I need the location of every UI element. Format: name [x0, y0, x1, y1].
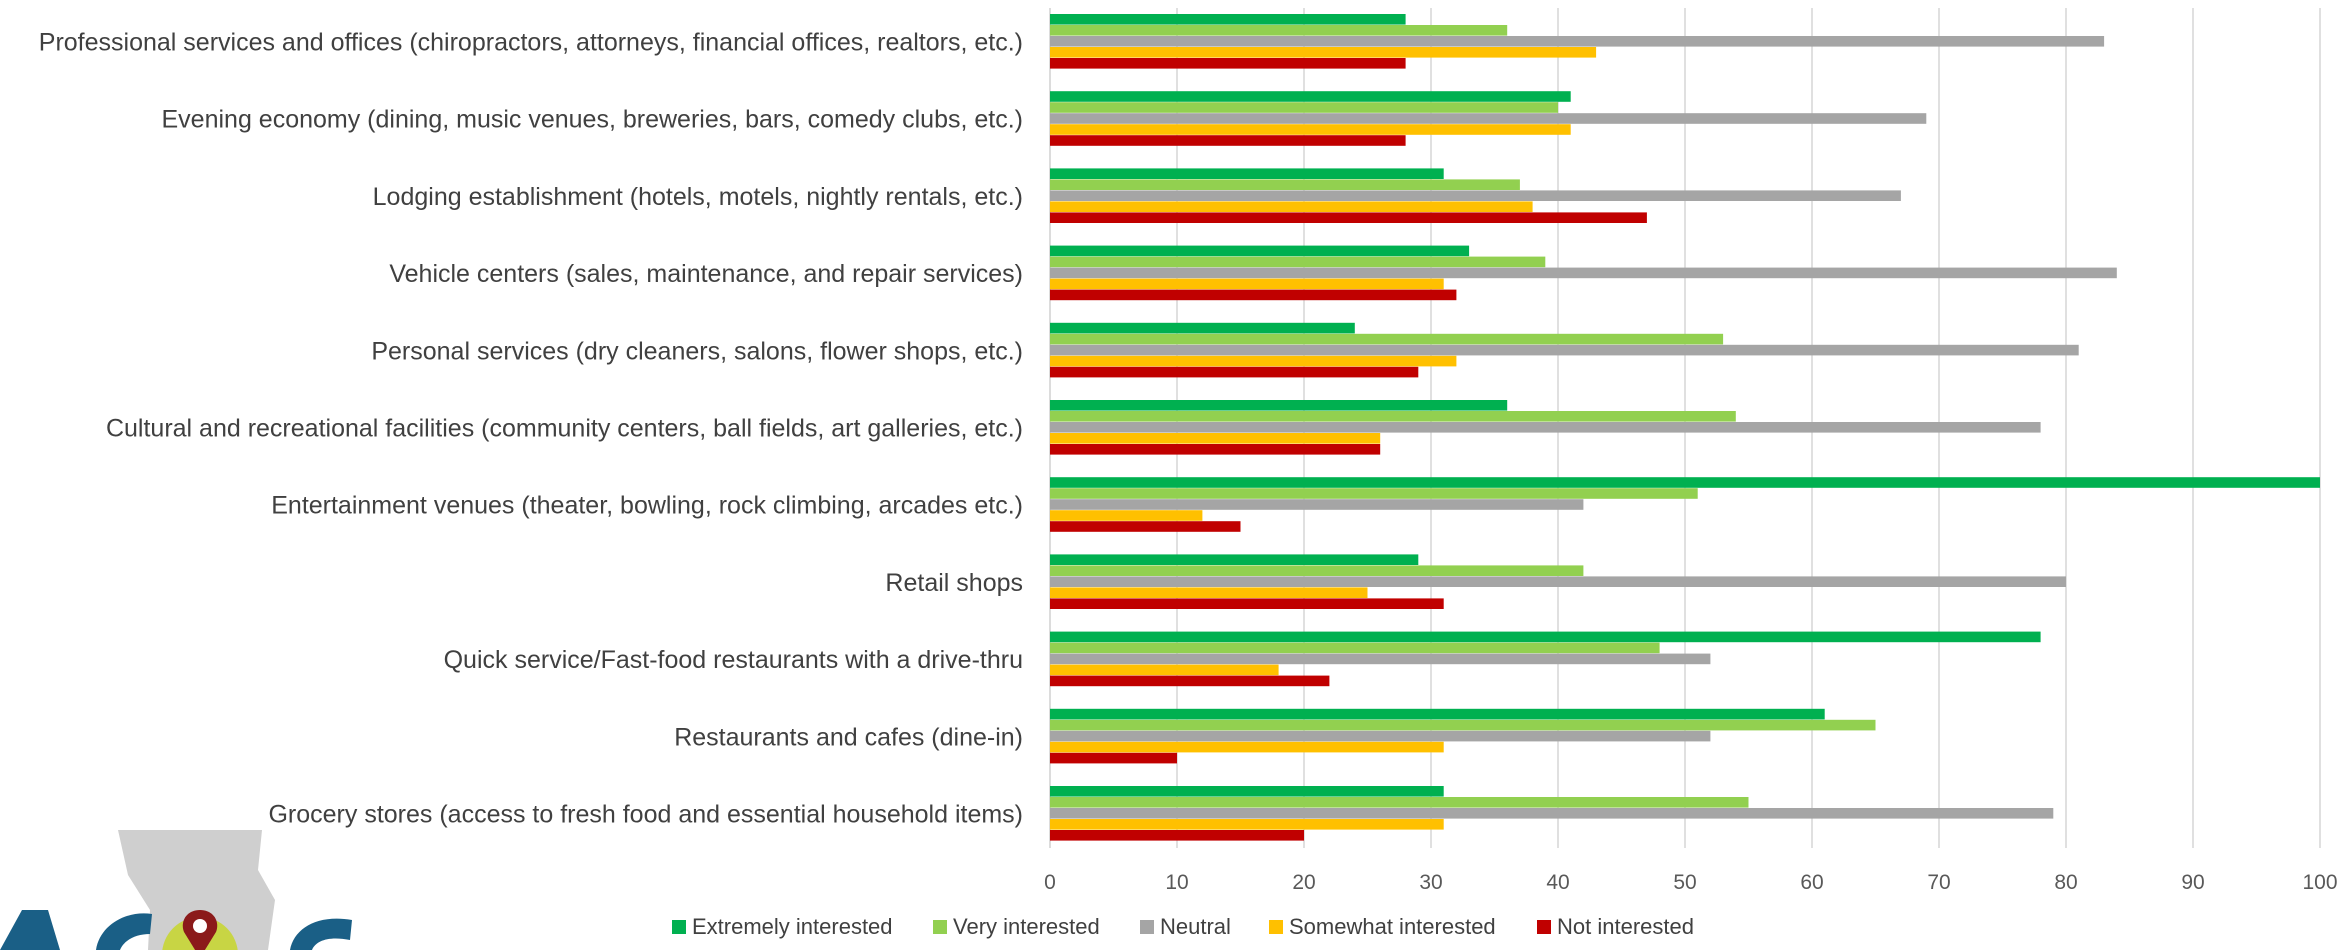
- bar-very-interested: [1050, 333, 1724, 345]
- category-label: Retail shops: [885, 569, 1023, 597]
- bar-not-interested: [1050, 135, 1406, 146]
- bar-neutral: [1050, 422, 2041, 433]
- legend-swatch: [1537, 920, 1551, 934]
- x-tick-label: 40: [1546, 871, 1569, 894]
- category-labels: Professional services and offices (chiro…: [39, 29, 1023, 829]
- bar-extremely-interested: [1050, 631, 2041, 643]
- legend-label: Very interested: [953, 914, 1100, 939]
- bar-extremely-interested: [1050, 554, 1419, 565]
- bar-not-interested: [1050, 58, 1406, 69]
- bar-somewhat-interested: [1050, 124, 1571, 135]
- bar-neutral: [1050, 267, 2117, 279]
- bar-very-interested: [1050, 102, 1558, 113]
- bar-not-interested: [1050, 289, 1457, 301]
- bar-extremely-interested: [1050, 245, 1470, 257]
- x-tick-label: 10: [1165, 871, 1188, 894]
- x-tick-label: 100: [2302, 871, 2337, 894]
- category-label: Vehicle centers (sales, maintenance, and…: [389, 260, 1023, 288]
- category-label: Personal services (dry cleaners, salons,…: [371, 337, 1023, 365]
- bar-neutral: [1050, 190, 1901, 201]
- bar-extremely-interested: [1050, 786, 1444, 797]
- bar-somewhat-interested: [1050, 741, 1444, 753]
- category-label: Lodging establishment (hotels, motels, n…: [373, 183, 1023, 211]
- bar-neutral: [1050, 113, 1927, 124]
- bar-extremely-interested: [1050, 14, 1406, 25]
- logo-letter-shape: [290, 918, 352, 950]
- legend-swatch: [1269, 920, 1283, 934]
- category-label: Restaurants and cafes (dine-in): [674, 723, 1023, 751]
- legend-label: Extremely interested: [692, 914, 893, 939]
- bar-not-interested: [1050, 598, 1444, 609]
- x-tick-label: 0: [1044, 871, 1056, 894]
- bar-extremely-interested: [1050, 322, 1355, 334]
- bar-somewhat-interested: [1050, 819, 1444, 830]
- bars: [1050, 14, 2320, 841]
- bar-very-interested: [1050, 25, 1508, 36]
- bar-not-interested: [1050, 366, 1419, 378]
- bar-neutral: [1050, 730, 1711, 742]
- category-label: Quick service/Fast-food restaurants with…: [444, 646, 1023, 674]
- x-tick-label: 30: [1419, 871, 1442, 894]
- bar-somewhat-interested: [1050, 510, 1203, 521]
- x-tick-label: 70: [1927, 871, 1950, 894]
- bar-neutral: [1050, 344, 2079, 356]
- bar-somewhat-interested: [1050, 355, 1457, 367]
- legend-swatch: [1140, 920, 1154, 934]
- bar-somewhat-interested: [1050, 278, 1444, 290]
- bar-not-interested: [1050, 212, 1647, 223]
- legend: Extremely interested Very interested Neutr…: [672, 914, 1694, 939]
- bar-somewhat-interested: [1050, 47, 1597, 58]
- category-label: Entertainment venues (theater, bowling, …: [271, 492, 1023, 520]
- legend-swatch: [933, 920, 947, 934]
- bar-extremely-interested: [1050, 477, 2320, 488]
- x-tick-label: 20: [1292, 871, 1315, 894]
- x-axis-tick-labels: 0 10 20 30 40 50 60 70 80 90 100: [1044, 871, 2337, 894]
- x-tick-label: 50: [1673, 871, 1696, 894]
- bar-very-interested: [1050, 411, 1736, 422]
- bar-somewhat-interested: [1050, 587, 1368, 598]
- bar-neutral: [1050, 576, 2066, 587]
- bar-very-interested: [1050, 719, 1876, 731]
- bar-somewhat-interested: [1050, 201, 1533, 212]
- bar-somewhat-interested: [1050, 664, 1279, 676]
- x-tick-label: 80: [2054, 871, 2077, 894]
- bar-not-interested: [1050, 675, 1330, 687]
- category-label: Professional services and offices (chiro…: [39, 29, 1023, 57]
- bar-extremely-interested: [1050, 91, 1571, 102]
- bar-extremely-interested: [1050, 400, 1508, 411]
- bar-not-interested: [1050, 830, 1304, 841]
- x-tick-label: 90: [2181, 871, 2204, 894]
- bar-neutral: [1050, 808, 2054, 819]
- bar-neutral: [1050, 499, 1584, 510]
- bar-somewhat-interested: [1050, 433, 1381, 444]
- bar-extremely-interested: [1050, 168, 1444, 179]
- logo-letter-shape: [96, 913, 152, 950]
- state-map-shape: [118, 830, 275, 950]
- bar-not-interested: [1050, 444, 1381, 455]
- bar-very-interested: [1050, 256, 1546, 268]
- bar-very-interested: [1050, 488, 1698, 499]
- bar-not-interested: [1050, 752, 1177, 764]
- category-label: Evening economy (dining, music venues, b…: [162, 106, 1024, 134]
- bar-very-interested: [1050, 642, 1660, 654]
- legend-label: Somewhat interested: [1289, 914, 1496, 939]
- x-tick-label: 60: [1800, 871, 1823, 894]
- bar-very-interested: [1050, 179, 1520, 190]
- map-pin-dot: [193, 919, 207, 933]
- bar-neutral: [1050, 36, 2105, 47]
- bar-very-interested: [1050, 565, 1584, 576]
- category-label: Grocery stores (access to fresh food and…: [268, 801, 1023, 829]
- bar-extremely-interested: [1050, 708, 1825, 720]
- organization-logo: [0, 830, 352, 950]
- bar-neutral: [1050, 653, 1711, 665]
- legend-label: Neutral: [1160, 914, 1231, 939]
- logo-letter-shape: [0, 910, 60, 950]
- category-label: Cultural and recreational facilities (co…: [106, 415, 1023, 443]
- bar-not-interested: [1050, 521, 1241, 532]
- legend-swatch: [672, 920, 686, 934]
- legend-label: Not interested: [1557, 914, 1694, 939]
- bar-very-interested: [1050, 797, 1749, 808]
